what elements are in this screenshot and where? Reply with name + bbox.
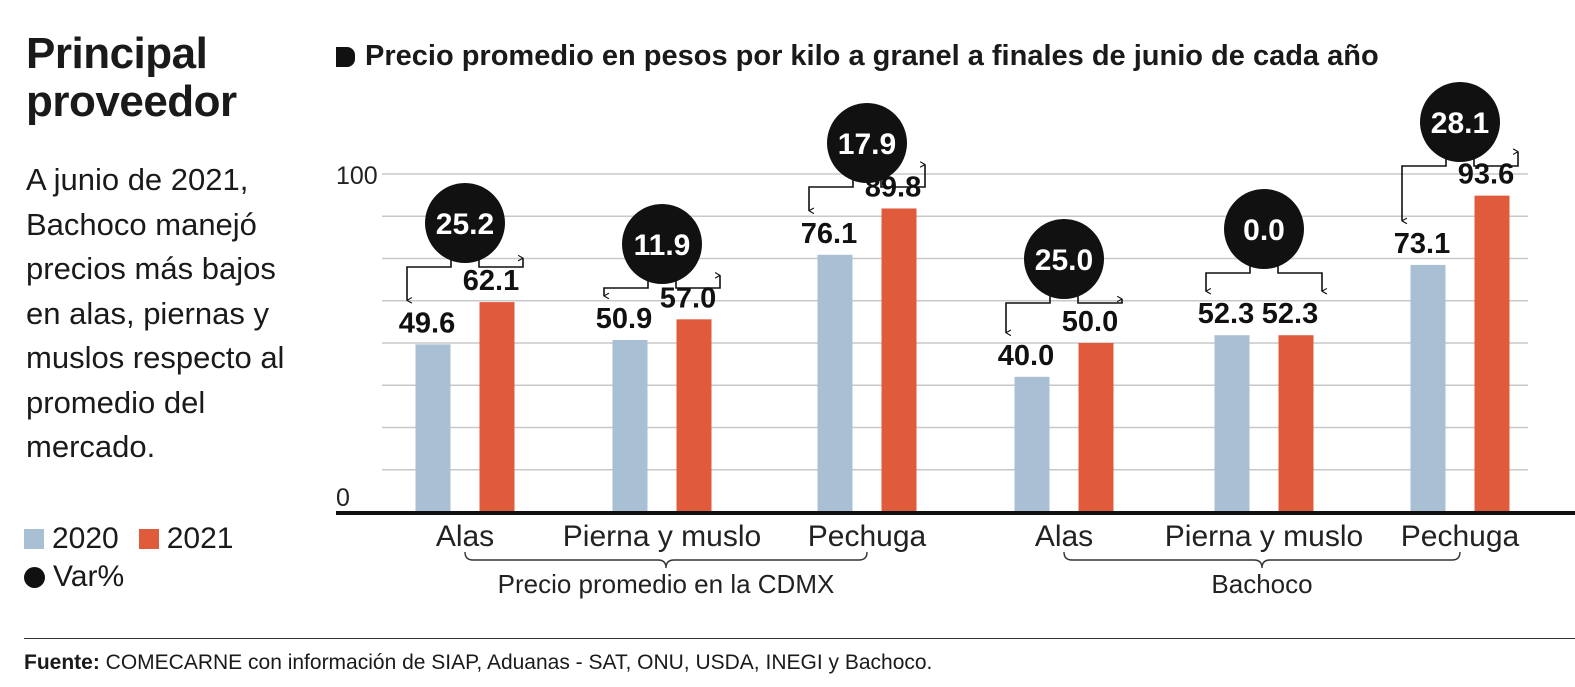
var-label: 25.2 <box>436 208 494 241</box>
legend-label-var: Var% <box>53 560 125 593</box>
category-label: Alas <box>1035 520 1093 553</box>
var-circle <box>1420 82 1500 162</box>
category-label: Pierna y muslo <box>1165 520 1363 553</box>
value-label-2020: 49.6 <box>399 307 455 339</box>
value-label-2021: 57.0 <box>660 282 716 314</box>
legend: 2020 2021 Var% <box>24 520 254 596</box>
infographic-description: A junio de 2021, Bachoco manejó precios … <box>26 162 285 464</box>
footer-divider <box>24 638 1575 639</box>
value-label-2020: 73.1 <box>1394 228 1450 260</box>
legend-item-2020: 2020 <box>24 522 119 556</box>
source-label: Fuente: <box>24 651 100 674</box>
var-arrow-2020 <box>1205 261 1251 291</box>
data-labels: 49.6 50.976.140.052.373.162.157.089.850.0… <box>399 159 1514 372</box>
category-label: Pechuga <box>1401 520 1520 553</box>
gridlines <box>382 173 1528 471</box>
group-bracket <box>464 551 868 569</box>
legend-item-var: Var% <box>24 560 124 594</box>
legend-item-2021: 2021 <box>138 522 234 556</box>
var-arrow-2020 <box>1401 154 1447 221</box>
var-circle <box>1024 219 1104 299</box>
var-label: 11.9 <box>634 229 691 262</box>
category-label: Alas <box>436 520 494 553</box>
var-arrow-2021 <box>478 255 524 268</box>
chart-title-block: Precio promedio en pesos por kilo a gran… <box>336 40 1379 73</box>
var-label: 17.9 <box>838 128 896 161</box>
value-label-2021: 93.6 <box>1458 159 1514 191</box>
value-label-2020: 50.9 <box>596 303 652 335</box>
bar-2020 <box>1014 376 1050 512</box>
legend-row-var: Var% <box>24 558 254 596</box>
var-circle <box>1224 189 1304 269</box>
y-tick-label: 0 <box>336 484 350 512</box>
var-arrow-2021 <box>675 275 721 289</box>
var-arrow-2020 <box>1005 291 1051 333</box>
var-arrow-2021 <box>1277 261 1322 291</box>
bars <box>415 195 1510 513</box>
var-circle <box>425 183 505 263</box>
group-bracket <box>1063 551 1461 569</box>
source-text: COMECARNE con información de SIAP, Aduan… <box>105 651 933 674</box>
var-circle <box>827 103 907 183</box>
var-arrow-2021 <box>1077 291 1123 304</box>
bar-2020 <box>612 339 648 512</box>
var-label: 28.1 <box>1431 107 1489 140</box>
bar-2021 <box>1078 343 1114 512</box>
legend-swatch-2021 <box>138 529 159 549</box>
bar-2021 <box>676 319 712 512</box>
legend-dot-icon <box>24 566 45 588</box>
bar-2020 <box>1214 335 1250 512</box>
bar-2021 <box>1278 335 1314 512</box>
value-label-2020: 52.3 <box>1198 298 1254 330</box>
legend-label-2020: 2020 <box>52 522 119 555</box>
var-arrow-2020 <box>406 255 452 300</box>
var-circle <box>622 204 702 284</box>
value-label-2020: 40.0 <box>998 340 1054 372</box>
group-label: Precio promedio en la CDMX <box>498 569 835 599</box>
axes: 0 100 Alas Pierna y muslo Pechuga Alas Pierna … <box>336 162 1575 599</box>
var-label: 25.0 <box>1035 244 1093 277</box>
legend-label-2021: 2021 <box>166 522 234 555</box>
bar-chart: 49.6 50.976.140.052.373.162.157.089.850.0… <box>336 82 1575 599</box>
bar-2020 <box>1410 264 1446 512</box>
infographic-title: Principal proveedor <box>26 29 237 126</box>
var-arrow-2020 <box>603 276 649 296</box>
category-label: Pierna y muslo <box>563 520 761 553</box>
var-arrow-2020 <box>808 175 854 211</box>
value-label-2020: 76.1 <box>801 218 857 250</box>
chart-title: Precio promedio en pesos por kilo a gran… <box>365 40 1379 72</box>
var-label: 0.0 <box>1243 214 1285 247</box>
category-label: Pechuga <box>808 520 927 553</box>
legend-row-years: 2020 2021 <box>24 520 254 558</box>
value-label-2021: 50.0 <box>1062 306 1118 338</box>
bar-2021 <box>479 302 515 512</box>
bar-2020 <box>817 254 853 513</box>
bar-2021 <box>1474 195 1510 512</box>
chart-title-marker-icon <box>336 46 355 67</box>
value-label-2021: 52.3 <box>1262 298 1318 330</box>
bar-2020 <box>415 344 451 512</box>
source-note: Fuente: COMECARNE con información de SIA… <box>24 651 932 675</box>
legend-swatch-2020 <box>24 529 44 549</box>
group-label: Bachoco <box>1211 569 1312 599</box>
var-arrow-2021 <box>1473 152 1519 167</box>
bar-2021 <box>881 208 917 512</box>
y-tick-label: 100 <box>336 162 378 190</box>
value-label-2021: 62.1 <box>463 265 519 297</box>
var-arrow-2021 <box>880 164 926 188</box>
var-markers: 25.2 11.9 17.9 25.0 0.0 28.1 <box>406 82 1519 333</box>
